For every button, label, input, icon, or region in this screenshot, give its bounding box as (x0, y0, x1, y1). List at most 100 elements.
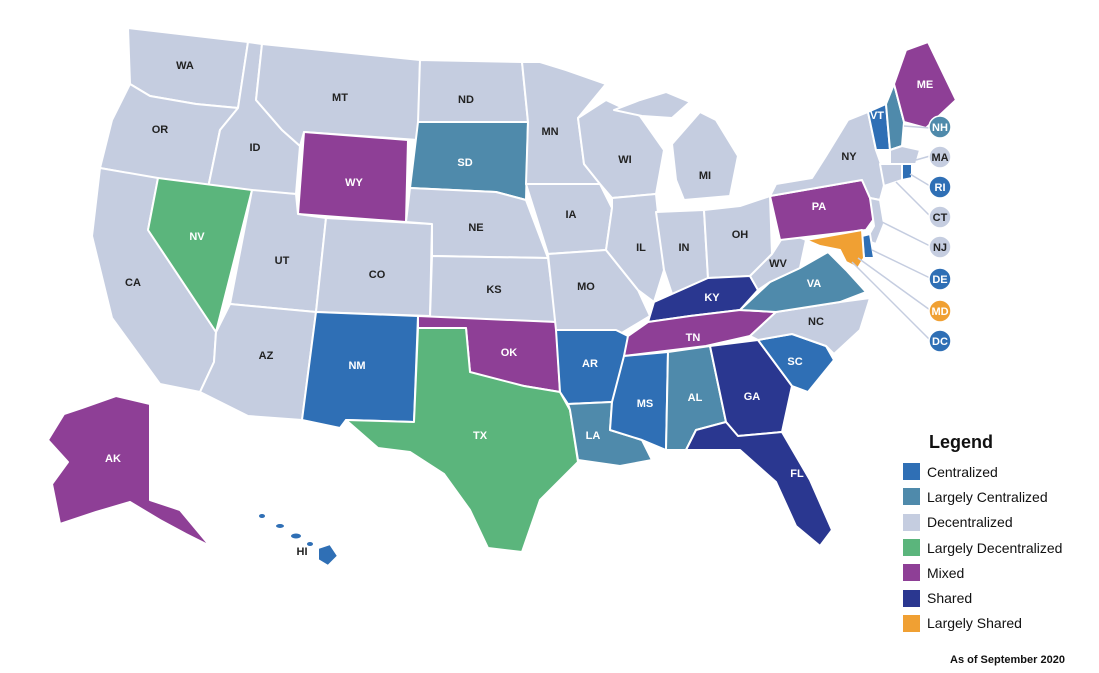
label-de: DE (932, 274, 947, 286)
legend-label: Largely Shared (927, 615, 1022, 632)
callout-ri[interactable] (928, 175, 952, 199)
label-or: OR (152, 124, 169, 136)
label-ak: AK (105, 453, 121, 465)
callout-ct[interactable] (928, 205, 952, 229)
callout-circles (928, 115, 952, 353)
callout-nj[interactable] (928, 235, 952, 259)
state-ny[interactable] (769, 111, 887, 201)
callout-nh[interactable] (928, 115, 952, 139)
label-sd: SD (457, 157, 472, 169)
label-mn: MN (541, 126, 558, 138)
legend: Legend Centralized Largely Centralized Dec… (903, 432, 1093, 636)
label-ga: GA (744, 391, 761, 403)
label-ma: MA (931, 152, 948, 164)
label-oh: OH (732, 229, 749, 241)
label-ms: MS (637, 398, 654, 410)
label-la: LA (586, 430, 601, 442)
label-wy: WY (345, 177, 363, 189)
callout-ma[interactable] (928, 145, 952, 169)
state-md[interactable] (805, 229, 865, 269)
label-az: AZ (259, 350, 274, 362)
state-tx[interactable] (345, 327, 579, 553)
legend-item: Centralized (903, 459, 1093, 484)
state-nj[interactable] (865, 197, 885, 245)
state-ct[interactable] (879, 163, 903, 187)
label-co: CO (369, 269, 386, 281)
legend-label: Mixed (927, 564, 965, 581)
date-note: As of September 2020 (950, 654, 1065, 666)
label-vt: VT (870, 110, 884, 122)
legend-swatch (903, 614, 920, 632)
state-ri[interactable] (901, 163, 913, 181)
legend-swatch (903, 488, 920, 506)
label-nv: NV (189, 231, 205, 243)
state-nd[interactable] (417, 59, 529, 123)
label-ne: NE (468, 222, 483, 234)
label-ri: RI (935, 182, 946, 194)
label-wa: WA (176, 60, 194, 72)
label-ar: AR (582, 358, 598, 370)
label-ky: KY (704, 292, 720, 304)
label-ok: OK (501, 347, 518, 359)
state-ma[interactable] (889, 145, 921, 165)
label-hi: HI (297, 546, 308, 558)
label-va: VA (807, 278, 822, 290)
legend-item: Shared (903, 585, 1093, 610)
legend-label: Shared (927, 590, 973, 607)
legend-list: Centralized Largely Centralized Decentrali… (903, 459, 1093, 636)
label-ut: UT (275, 255, 290, 267)
legend-label: Largely Decentralized (927, 539, 1063, 556)
label-in: IN (679, 242, 690, 254)
legend-title: Legend (929, 432, 994, 452)
state-il[interactable] (605, 193, 665, 303)
state-ak[interactable] (47, 395, 211, 547)
callout-dc[interactable] (928, 329, 952, 353)
legend-swatch (903, 564, 920, 582)
label-ct: CT (933, 212, 948, 224)
leader-lines (851, 125, 931, 341)
label-mt: MT (332, 92, 348, 104)
legend-swatch (903, 589, 920, 607)
label-sc: SC (787, 356, 802, 368)
label-tn: TN (686, 332, 701, 344)
label-md: MD (931, 306, 948, 318)
legend-swatch (903, 513, 920, 531)
label-ia: IA (566, 209, 577, 221)
state-me[interactable] (893, 41, 957, 129)
label-mo: MO (577, 281, 595, 293)
state-mi[interactable] (671, 111, 739, 201)
legend-swatch (903, 539, 920, 557)
callout-de[interactable] (928, 267, 952, 291)
label-tx: TX (473, 430, 488, 442)
callout-md[interactable] (928, 299, 952, 323)
label-ks: KS (486, 284, 501, 296)
label-nm: NM (348, 360, 365, 372)
label-wv: WV (769, 258, 787, 270)
state-wv[interactable] (749, 231, 807, 291)
state-mi-up[interactable] (613, 91, 691, 119)
label-fl: FL (790, 468, 804, 480)
state-nh[interactable] (885, 83, 905, 151)
label-wi: WI (618, 154, 631, 166)
label-id: ID (250, 142, 261, 154)
label-nd: ND (458, 94, 474, 106)
label-me: ME (917, 79, 934, 91)
legend-item: Mixed (903, 560, 1093, 585)
state-labels: WA OR CA ID NV MT WY UT AZ CO NM ND SD NE KS OK TX MN IA MO… (105, 60, 949, 558)
state-hi[interactable] (257, 512, 339, 567)
label-dc: DC (932, 336, 948, 348)
label-ny: NY (841, 151, 857, 163)
state-co[interactable] (315, 217, 433, 317)
label-nc: NC (808, 316, 824, 328)
label-il: IL (636, 242, 646, 254)
legend-label: Largely Centralized (927, 488, 1048, 505)
label-nj: NJ (933, 242, 947, 254)
legend-label: Centralized (927, 463, 998, 480)
legend-swatch (903, 463, 920, 481)
state-fl[interactable] (685, 421, 833, 547)
label-nh: NH (932, 122, 948, 134)
label-al: AL (688, 392, 703, 404)
label-mi: MI (699, 170, 711, 182)
legend-item: Decentralized (903, 510, 1093, 535)
